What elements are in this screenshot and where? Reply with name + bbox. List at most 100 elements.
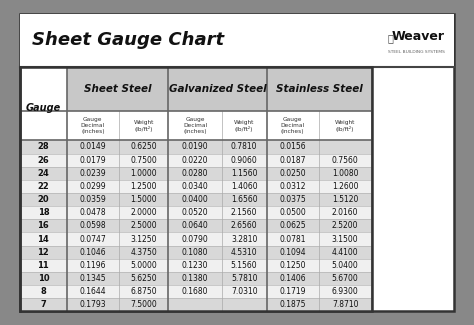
Text: 0.1080: 0.1080 — [182, 248, 209, 257]
Bar — [20, 167, 372, 180]
Text: 12: 12 — [37, 248, 49, 257]
Text: 26: 26 — [37, 156, 49, 165]
Text: 0.1046: 0.1046 — [80, 248, 106, 257]
Text: 5.0400: 5.0400 — [332, 261, 358, 270]
Text: 0.0478: 0.0478 — [80, 208, 106, 217]
Bar — [119, 111, 168, 140]
Text: 0.0781: 0.0781 — [279, 235, 306, 243]
Bar — [20, 246, 372, 259]
Text: 3.2810: 3.2810 — [231, 235, 257, 243]
Text: 0.0375: 0.0375 — [279, 195, 306, 204]
Text: Weight
(lb/ft²): Weight (lb/ft²) — [234, 120, 255, 132]
Text: Gauge
Decimal
(inches): Gauge Decimal (inches) — [281, 117, 305, 135]
Text: 4.4100: 4.4100 — [332, 248, 358, 257]
Text: 11: 11 — [37, 261, 49, 270]
Bar — [20, 14, 454, 67]
Bar — [222, 111, 266, 140]
Text: 8: 8 — [40, 287, 46, 296]
Text: 1.0000: 1.0000 — [130, 169, 157, 178]
Bar — [67, 111, 119, 140]
Text: 5.6250: 5.6250 — [130, 274, 157, 283]
Text: Gauge
Decimal
(inches): Gauge Decimal (inches) — [183, 117, 207, 135]
Text: 1.0080: 1.0080 — [332, 169, 358, 178]
Text: 0.1875: 0.1875 — [279, 300, 306, 309]
Bar — [20, 180, 372, 193]
Text: 2.0160: 2.0160 — [332, 208, 358, 217]
Bar — [20, 206, 372, 219]
Text: 0.0149: 0.0149 — [80, 142, 106, 151]
Text: 0.0359: 0.0359 — [80, 195, 106, 204]
Text: 1.2600: 1.2600 — [332, 182, 358, 191]
Text: 0.7560: 0.7560 — [332, 156, 358, 165]
Bar — [20, 193, 372, 206]
Text: 0.7810: 0.7810 — [231, 142, 257, 151]
Text: 2.5000: 2.5000 — [130, 221, 157, 230]
Text: 1.2500: 1.2500 — [130, 182, 157, 191]
Bar — [20, 67, 67, 140]
Text: 7.0310: 7.0310 — [231, 287, 257, 296]
Text: 0.1680: 0.1680 — [182, 287, 209, 296]
Text: Sheet Steel: Sheet Steel — [84, 84, 151, 94]
Text: STEEL BUILDING SYSTEMS: STEEL BUILDING SYSTEMS — [388, 50, 445, 54]
Text: 0.7500: 0.7500 — [130, 156, 157, 165]
Text: 1.6560: 1.6560 — [231, 195, 257, 204]
Text: 0.0239: 0.0239 — [80, 169, 106, 178]
Bar — [20, 259, 372, 272]
Text: 0.1094: 0.1094 — [279, 248, 306, 257]
Text: 0.6250: 0.6250 — [130, 142, 157, 151]
Text: 0.1719: 0.1719 — [279, 287, 306, 296]
Text: 6.9300: 6.9300 — [332, 287, 358, 296]
Text: 18: 18 — [37, 208, 49, 217]
Text: 1.4060: 1.4060 — [231, 182, 257, 191]
Text: 20: 20 — [37, 195, 49, 204]
Text: 4.3750: 4.3750 — [130, 248, 157, 257]
Text: 0.0598: 0.0598 — [80, 221, 106, 230]
Text: 28: 28 — [37, 142, 49, 151]
Text: 3.1250: 3.1250 — [130, 235, 157, 243]
Text: 0.1230: 0.1230 — [182, 261, 209, 270]
Bar — [168, 67, 266, 111]
Bar — [67, 67, 168, 111]
Text: 0.0312: 0.0312 — [279, 182, 306, 191]
Text: Weight
(lb/ft²): Weight (lb/ft²) — [335, 120, 356, 132]
Text: 0.0179: 0.0179 — [80, 156, 106, 165]
Text: 14: 14 — [37, 235, 49, 243]
Text: 0.1380: 0.1380 — [182, 274, 209, 283]
Text: 7.5000: 7.5000 — [130, 300, 157, 309]
Text: 0.0520: 0.0520 — [182, 208, 209, 217]
Text: 2.5200: 2.5200 — [332, 221, 358, 230]
Bar — [20, 232, 372, 246]
Text: 22: 22 — [37, 182, 49, 191]
Text: 0.0190: 0.0190 — [182, 142, 209, 151]
Text: 6.8750: 6.8750 — [130, 287, 157, 296]
Text: 0.1345: 0.1345 — [80, 274, 106, 283]
Text: 5.0000: 5.0000 — [130, 261, 157, 270]
Text: 0.1644: 0.1644 — [80, 287, 106, 296]
Text: Galvanized Steel: Galvanized Steel — [169, 84, 266, 94]
Text: 3.1500: 3.1500 — [332, 235, 358, 243]
Bar — [319, 111, 372, 140]
Text: 0.0790: 0.0790 — [182, 235, 209, 243]
Text: 🚛: 🚛 — [387, 33, 393, 43]
Text: 0.0220: 0.0220 — [182, 156, 209, 165]
Text: 0.0156: 0.0156 — [279, 142, 306, 151]
Text: 7: 7 — [40, 300, 46, 309]
Text: 1.5120: 1.5120 — [332, 195, 358, 204]
Text: 0.0250: 0.0250 — [279, 169, 306, 178]
Text: 0.0187: 0.0187 — [279, 156, 306, 165]
Bar — [168, 111, 222, 140]
Text: 0.0280: 0.0280 — [182, 169, 209, 178]
Bar — [266, 111, 319, 140]
Text: 24: 24 — [37, 169, 49, 178]
Text: 5.1560: 5.1560 — [231, 261, 257, 270]
Bar — [20, 153, 372, 167]
Text: Stainless Steel: Stainless Steel — [276, 84, 363, 94]
Bar — [20, 67, 372, 311]
Text: 4.5310: 4.5310 — [231, 248, 257, 257]
Text: 0.0500: 0.0500 — [279, 208, 306, 217]
Text: 0.1406: 0.1406 — [279, 274, 306, 283]
Text: 0.0400: 0.0400 — [182, 195, 209, 204]
Text: Weaver: Weaver — [392, 30, 445, 43]
Text: Gauge: Gauge — [26, 103, 61, 113]
Text: 0.0747: 0.0747 — [80, 235, 106, 243]
